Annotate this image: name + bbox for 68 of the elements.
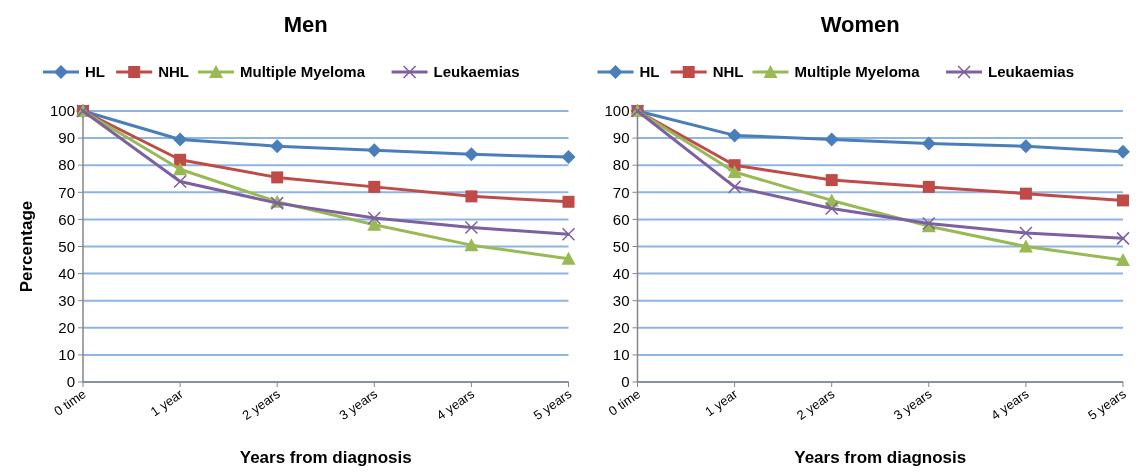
point (464, 238, 479, 252)
y-tick-label: 60 (612, 210, 630, 228)
point (367, 143, 382, 158)
legend-label: HL (85, 63, 105, 81)
y-tick-label: 60 (58, 210, 75, 228)
y-tick-label: 70 (58, 183, 75, 201)
point (174, 153, 187, 166)
x-axis-title: Years from diagnosis (239, 448, 412, 467)
y-tick-label: 100 (49, 102, 75, 120)
point (367, 211, 382, 225)
point (825, 174, 838, 187)
y-tick-label: 40 (58, 264, 75, 282)
point (824, 201, 839, 216)
point (727, 180, 742, 194)
point (562, 195, 575, 208)
point (1019, 187, 1032, 200)
legend-label: Leukaemias (988, 63, 1074, 81)
point (561, 251, 576, 265)
point (1019, 226, 1033, 240)
y-tick-label: 20 (612, 319, 630, 337)
legend-label: HL (639, 63, 660, 81)
y-tick-label: 80 (612, 156, 630, 174)
point (368, 180, 381, 193)
y-tick-label: 20 (58, 319, 75, 337)
y-tick-label: 50 (58, 237, 75, 255)
point (464, 220, 479, 235)
point (1117, 194, 1129, 207)
point (271, 171, 284, 184)
legend-label: Multiple Myeloma (794, 63, 921, 81)
chart-title: Women (820, 12, 900, 37)
y-tick-label: 30 (58, 291, 75, 309)
point (561, 150, 576, 165)
legend-label: Leukaemias (433, 63, 520, 81)
point (464, 147, 479, 162)
y-tick-label: 40 (612, 264, 630, 282)
point (1116, 253, 1130, 267)
point (1116, 144, 1130, 159)
point (173, 132, 188, 147)
y-tick-label: 90 (58, 129, 75, 147)
point (367, 217, 382, 231)
y-tick-label: 30 (612, 291, 630, 309)
point (1116, 231, 1130, 246)
y-tick-label: 100 (604, 102, 630, 120)
y-tick-label: 10 (612, 346, 630, 364)
y-tick-label: 90 (612, 129, 630, 147)
x-axis-title: Years from diagnosis (794, 448, 967, 467)
point (561, 227, 576, 242)
y-axis-title: Percentage (17, 200, 36, 293)
point (270, 139, 285, 154)
y-tick-label: 80 (58, 156, 75, 174)
y-tick-label: 50 (612, 237, 630, 255)
x-tick-label: 1 year (702, 385, 741, 420)
point (1018, 239, 1033, 253)
y-tick-label: 70 (612, 183, 630, 201)
point (727, 164, 742, 178)
point (1018, 139, 1033, 154)
point (465, 190, 478, 203)
point (824, 132, 839, 147)
legend-label: NHL (158, 63, 190, 81)
point (173, 174, 187, 189)
point (921, 136, 936, 151)
point (727, 128, 742, 143)
point (922, 180, 935, 193)
chart-title: Men (283, 12, 328, 37)
y-tick-label: 10 (58, 346, 75, 364)
point (173, 162, 188, 176)
legend-label: Multiple Myeloma (240, 63, 366, 81)
legend-label: NHL (712, 63, 744, 81)
